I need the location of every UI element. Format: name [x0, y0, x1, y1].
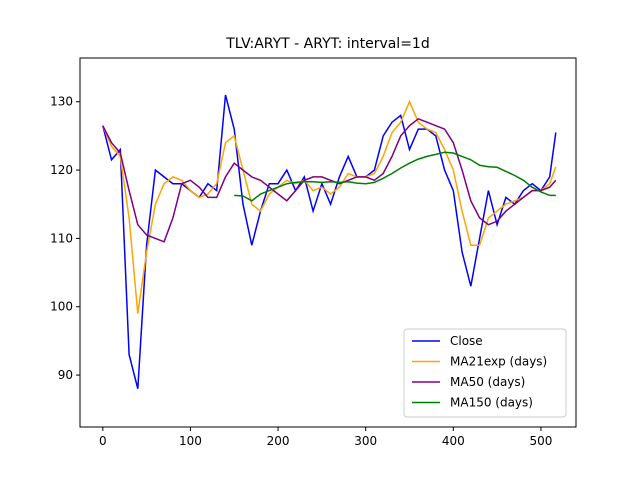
series-line [102, 99, 557, 314]
legend-box [403, 328, 567, 418]
chart-title: TLV:ARYT - ARYT: interval=1d [225, 36, 429, 52]
legend-label: MA50 (days) [450, 375, 525, 389]
x-tick-label: 500 [529, 434, 552, 448]
x-tick-label: 100 [179, 434, 202, 448]
x-tick-label: 0 [99, 434, 107, 448]
x-tick-label: 300 [354, 434, 377, 448]
legend-label: MA150 (days) [450, 396, 533, 410]
series-line [234, 151, 556, 202]
series-line [102, 94, 557, 389]
x-tick-label: 400 [442, 434, 465, 448]
y-tick-label: 110 [50, 231, 73, 245]
y-tick-label: 120 [50, 163, 73, 177]
legend-label: MA21exp (days) [450, 355, 547, 369]
series-line [102, 117, 557, 243]
y-tick-label: 100 [50, 300, 73, 314]
x-tick-label: 200 [267, 434, 290, 448]
legend-label: Close [450, 334, 483, 348]
y-tick-label: 130 [50, 95, 73, 109]
plot-frame [79, 57, 577, 428]
y-tick-label: 90 [58, 368, 73, 382]
